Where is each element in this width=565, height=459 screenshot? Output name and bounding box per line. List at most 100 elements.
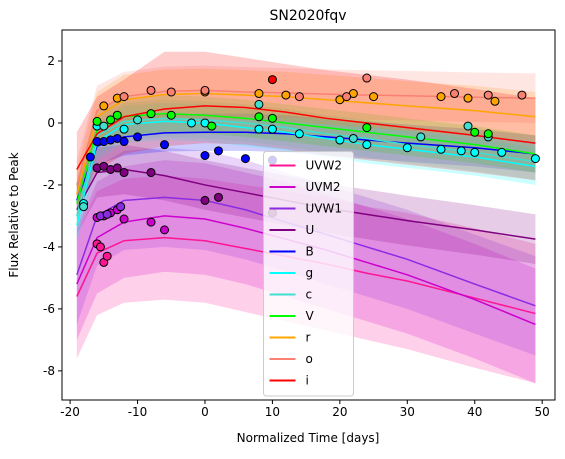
y-tick-label: -8 bbox=[43, 364, 55, 378]
x-tick-label: 40 bbox=[467, 405, 482, 419]
legend-label: UVW1 bbox=[306, 202, 343, 216]
chart-title: SN2020fqv bbox=[269, 8, 346, 24]
x-tick-label: 0 bbox=[201, 405, 209, 419]
y-tick-label: -4 bbox=[43, 240, 55, 254]
observation bbox=[456, 146, 466, 156]
x-tick-label: 10 bbox=[265, 405, 280, 419]
observation bbox=[254, 99, 264, 109]
observation bbox=[517, 90, 527, 100]
observation bbox=[497, 147, 507, 157]
observation bbox=[267, 75, 277, 85]
observation bbox=[200, 85, 210, 95]
legend-label: UVM2 bbox=[306, 180, 341, 194]
observation bbox=[267, 113, 277, 123]
observation bbox=[362, 73, 372, 83]
y-axis-label: Flux Relative to Peak bbox=[7, 152, 21, 277]
observation bbox=[166, 110, 176, 120]
observation bbox=[119, 92, 129, 102]
x-tick-label: 20 bbox=[332, 405, 347, 419]
observation bbox=[166, 87, 176, 97]
model-line bbox=[76, 105, 536, 170]
y-tick-label: -6 bbox=[43, 302, 55, 316]
observation bbox=[146, 217, 156, 227]
observation bbox=[99, 121, 109, 131]
observation bbox=[416, 132, 426, 142]
observation bbox=[294, 92, 304, 102]
observation bbox=[133, 132, 143, 142]
observation bbox=[267, 124, 277, 134]
x-tick-label: 50 bbox=[535, 405, 550, 419]
observation bbox=[483, 129, 493, 139]
observation bbox=[483, 90, 493, 100]
legend-label: r bbox=[306, 331, 311, 345]
observation bbox=[402, 143, 412, 153]
model-line bbox=[76, 120, 536, 226]
observation bbox=[119, 214, 129, 224]
observation bbox=[450, 89, 460, 99]
observation bbox=[463, 93, 473, 103]
observation bbox=[436, 92, 446, 102]
observation bbox=[213, 192, 223, 202]
observation bbox=[146, 109, 156, 119]
observation bbox=[254, 124, 264, 134]
observation bbox=[146, 85, 156, 95]
observation bbox=[281, 90, 291, 100]
observation bbox=[470, 127, 480, 137]
legend-label: U bbox=[306, 223, 315, 237]
observation bbox=[335, 135, 345, 145]
legend-label: B bbox=[306, 245, 314, 259]
observation bbox=[119, 124, 129, 134]
observation bbox=[112, 163, 122, 173]
y-tick-label: -2 bbox=[43, 178, 55, 192]
observation bbox=[530, 154, 540, 164]
y-tick-label: 2 bbox=[47, 54, 55, 68]
observation bbox=[102, 209, 112, 219]
observation bbox=[490, 96, 500, 106]
axes: -20 -10 0 10 20 30 40 50-8-6-4-202 bbox=[43, 54, 550, 419]
x-tick-label: 30 bbox=[400, 405, 415, 419]
x-tick-label: -10 bbox=[128, 405, 148, 419]
legend-label: i bbox=[306, 374, 309, 388]
observation bbox=[85, 152, 95, 162]
observation bbox=[133, 115, 143, 125]
observation bbox=[470, 147, 480, 157]
observation bbox=[102, 251, 112, 261]
uncertainty-band bbox=[76, 65, 536, 210]
legend-label: UVW2 bbox=[306, 159, 343, 173]
observation bbox=[186, 118, 196, 128]
observation bbox=[207, 121, 217, 131]
y-tick-label: 0 bbox=[47, 116, 55, 130]
observation bbox=[369, 92, 379, 102]
observation bbox=[213, 146, 223, 156]
observation bbox=[362, 140, 372, 150]
observation bbox=[342, 92, 352, 102]
observation bbox=[106, 115, 116, 125]
legend-label: o bbox=[306, 352, 313, 366]
legend-label: V bbox=[306, 309, 315, 323]
model-line bbox=[76, 117, 536, 217]
x-axis-label: Normalized Time [days] bbox=[237, 431, 380, 445]
observation bbox=[146, 168, 156, 178]
observation bbox=[436, 144, 446, 154]
observation bbox=[79, 202, 89, 212]
observation bbox=[294, 129, 304, 139]
observation bbox=[362, 123, 372, 133]
observation bbox=[463, 121, 473, 131]
observation bbox=[160, 225, 170, 235]
observation bbox=[254, 89, 264, 99]
model-line bbox=[76, 92, 536, 195]
observation bbox=[348, 133, 358, 143]
observation bbox=[119, 168, 129, 178]
observation bbox=[95, 242, 105, 252]
plot-frame bbox=[61, 29, 556, 401]
legend-label: g bbox=[306, 266, 314, 280]
observation bbox=[160, 140, 170, 150]
observation bbox=[254, 112, 264, 122]
observation bbox=[116, 202, 126, 212]
observation bbox=[112, 110, 122, 120]
legend-box bbox=[263, 151, 354, 397]
observation bbox=[200, 195, 210, 205]
observation bbox=[99, 101, 109, 111]
